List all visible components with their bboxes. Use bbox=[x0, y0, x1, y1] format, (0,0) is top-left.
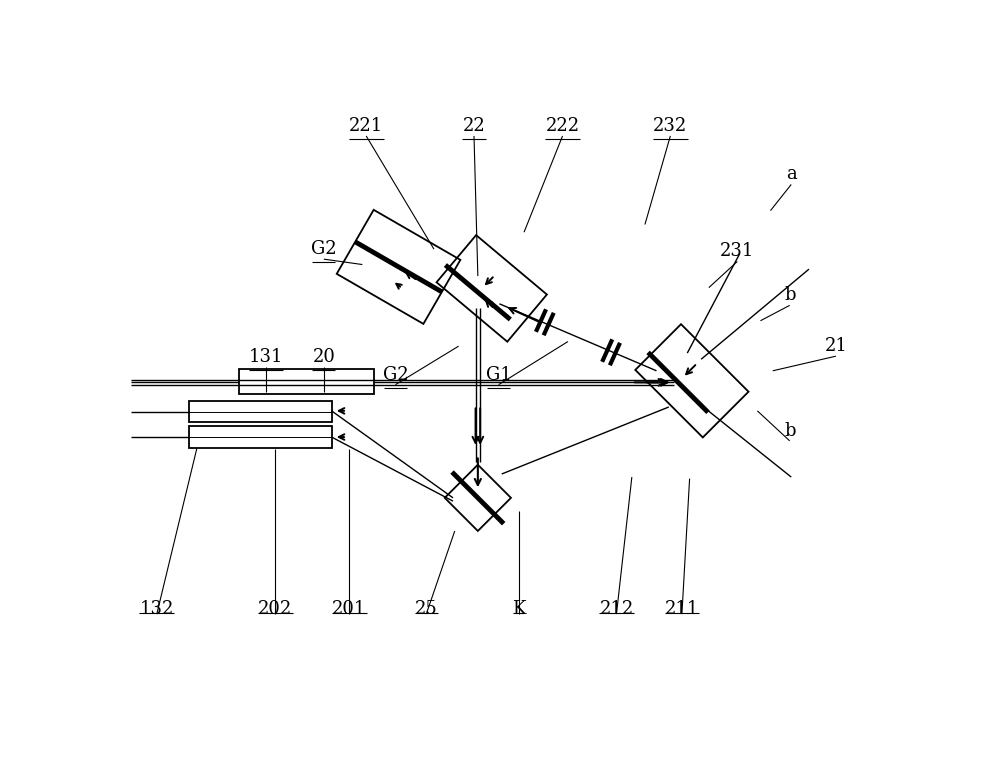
Text: G2: G2 bbox=[383, 366, 408, 384]
Text: 222: 222 bbox=[545, 117, 580, 135]
Text: 221: 221 bbox=[349, 117, 383, 135]
Text: G1: G1 bbox=[486, 366, 512, 384]
Text: 20: 20 bbox=[312, 348, 335, 366]
Text: b: b bbox=[784, 286, 795, 304]
Text: K: K bbox=[512, 601, 525, 619]
Text: 22: 22 bbox=[463, 117, 485, 135]
Text: 21: 21 bbox=[824, 337, 847, 355]
Text: 232: 232 bbox=[653, 117, 687, 135]
Text: 25: 25 bbox=[415, 601, 438, 619]
Text: 132: 132 bbox=[140, 601, 174, 619]
Text: 131: 131 bbox=[249, 348, 283, 366]
Text: 212: 212 bbox=[599, 601, 634, 619]
Text: b: b bbox=[784, 422, 795, 440]
Text: G2: G2 bbox=[311, 240, 337, 258]
Text: 202: 202 bbox=[258, 601, 292, 619]
Bar bbox=[239, 369, 374, 394]
Text: 211: 211 bbox=[665, 601, 699, 619]
Bar bbox=[189, 401, 332, 423]
Text: 231: 231 bbox=[720, 243, 755, 261]
Text: 201: 201 bbox=[332, 601, 366, 619]
Bar bbox=[189, 426, 332, 448]
Text: a: a bbox=[786, 165, 797, 183]
